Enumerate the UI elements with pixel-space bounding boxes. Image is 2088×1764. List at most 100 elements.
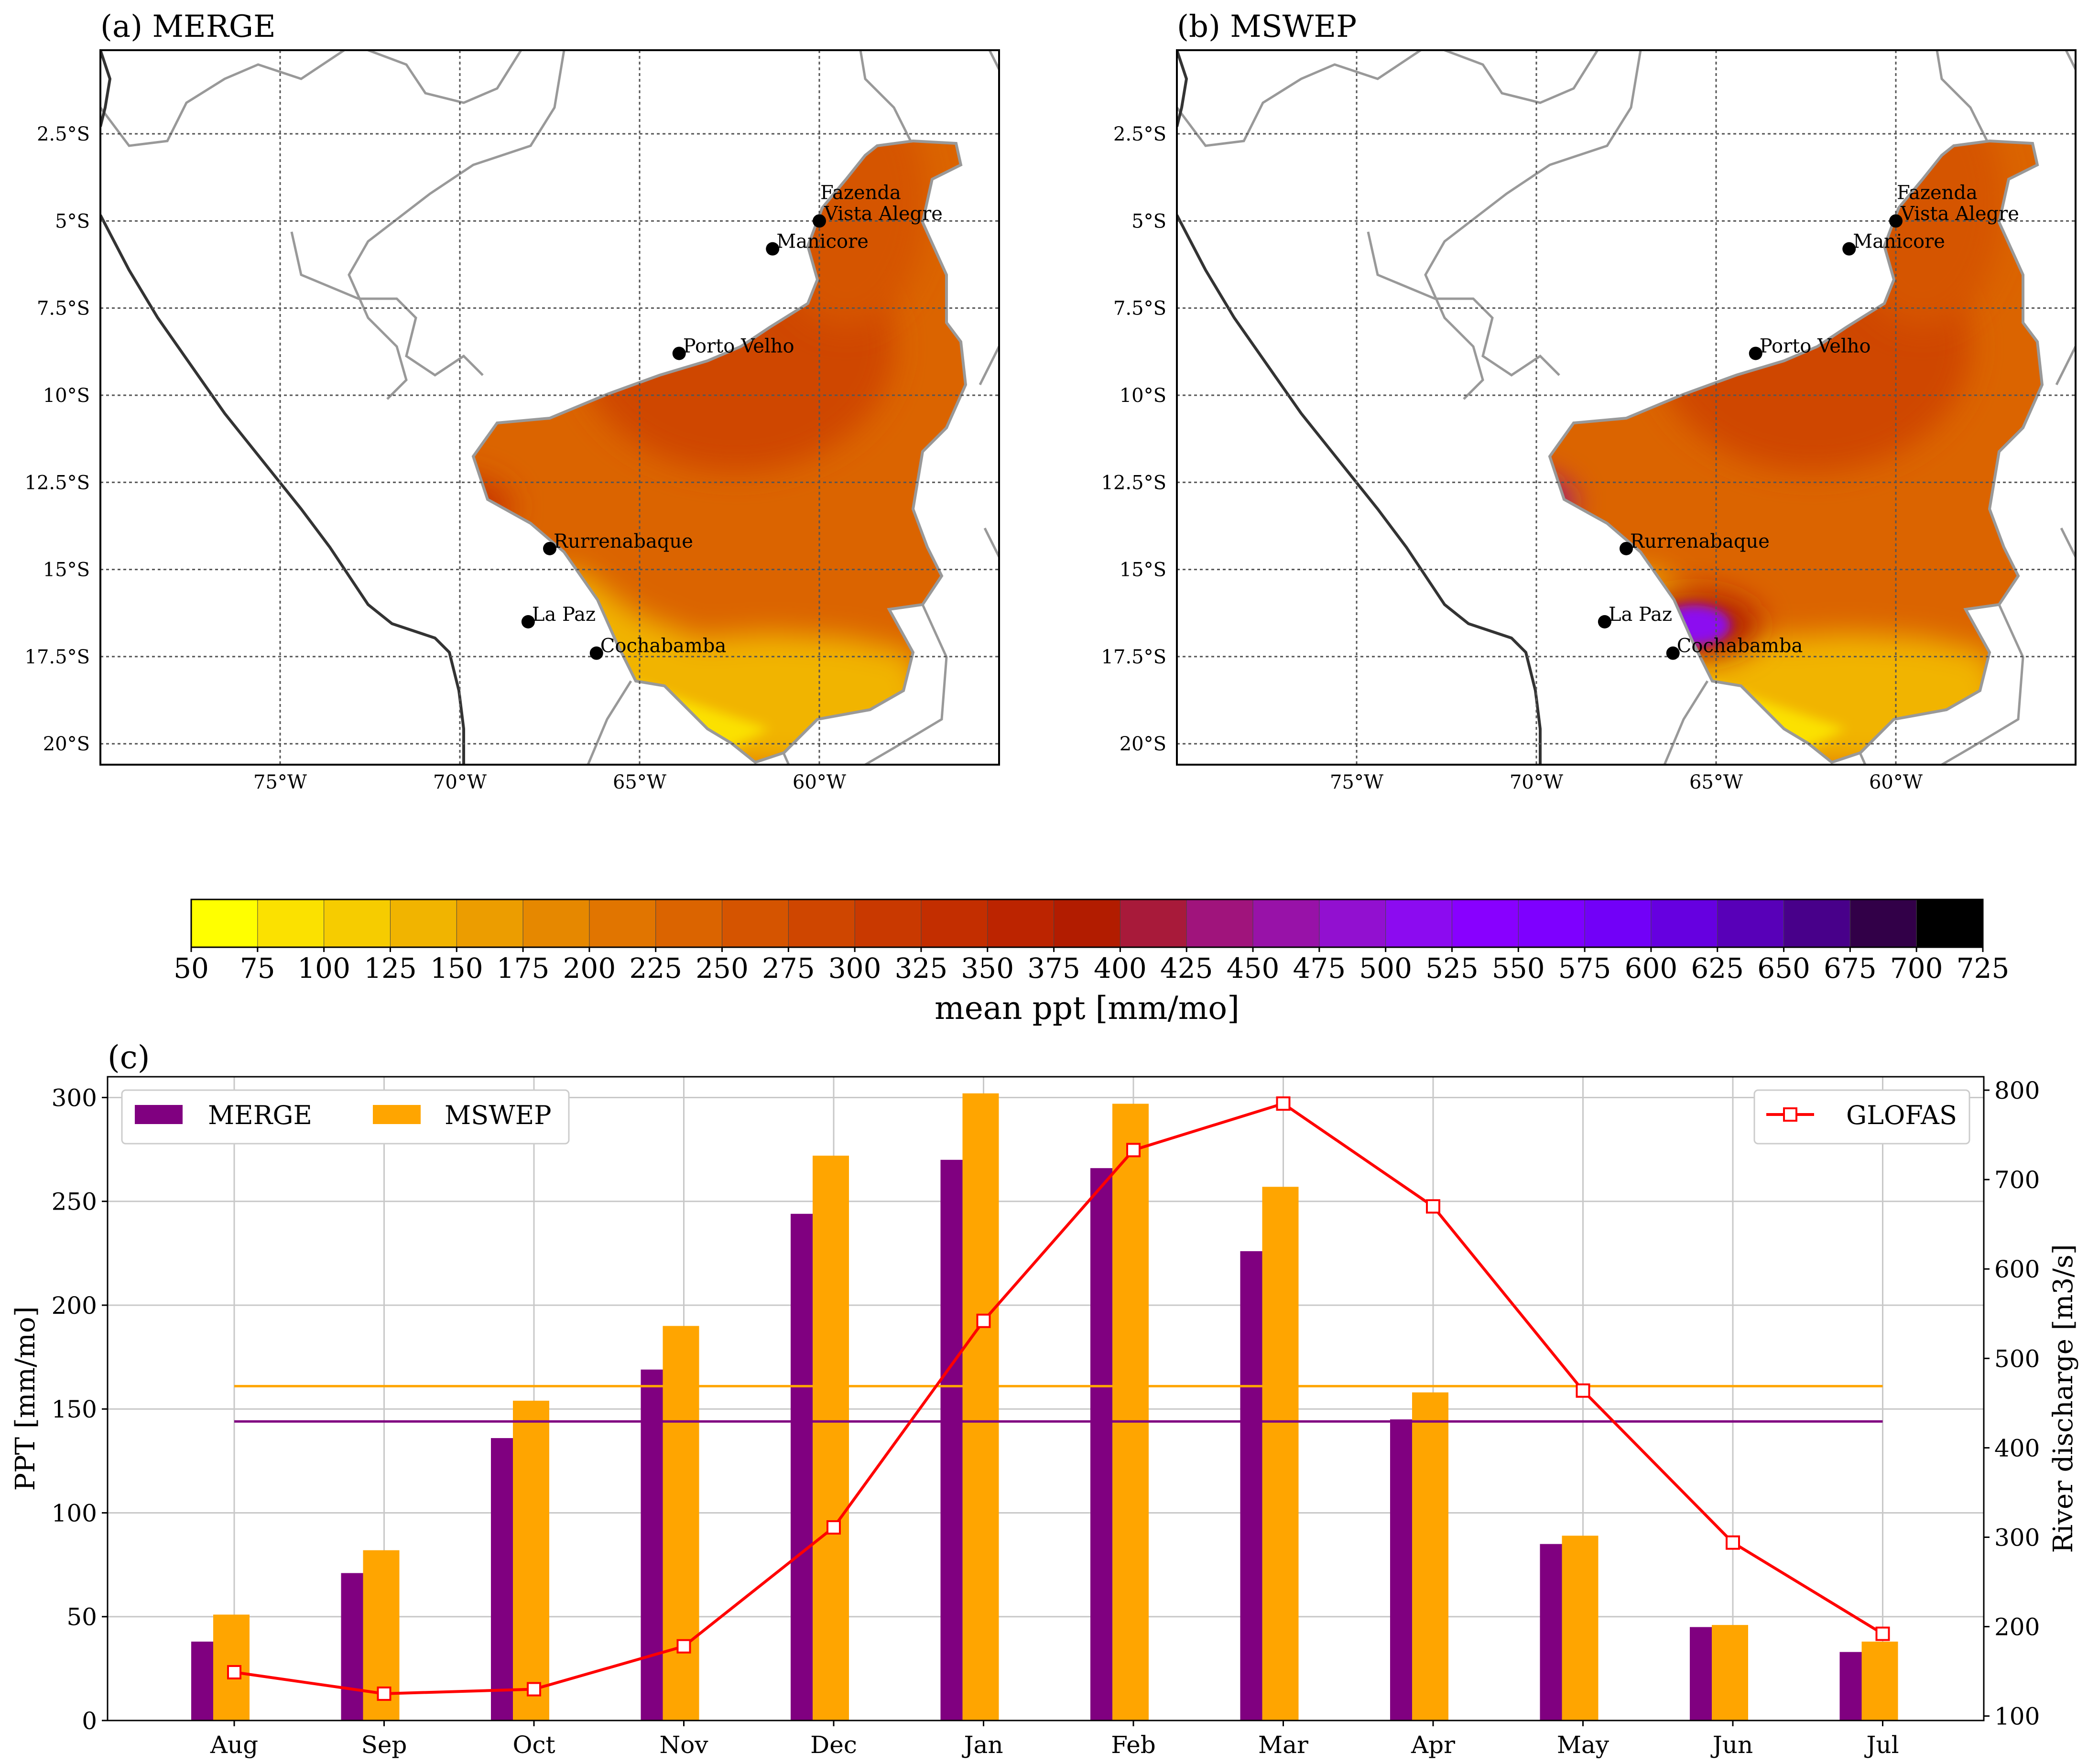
city-marker <box>813 214 826 228</box>
bar-mswep <box>1262 1187 1299 1721</box>
lat-tick-label: 20°S <box>43 733 90 755</box>
x-tick-label: Nov <box>659 1731 708 1759</box>
y-tick-label: 250 <box>52 1188 97 1216</box>
glofas-marker <box>1276 1096 1291 1111</box>
y2-axis-label: River discharge [m3/s] <box>2048 1244 2079 1553</box>
lon-tick-label: 60°W <box>793 771 846 793</box>
lat-tick-label: 10°S <box>1120 385 1166 407</box>
legend-label-glofas: GLOFAS <box>1846 1100 1957 1130</box>
country-border <box>290 231 484 377</box>
country-border <box>988 50 999 70</box>
country-border <box>1177 50 1422 147</box>
x-tick-label: Jan <box>961 1731 1003 1759</box>
colorbar-tick-label: 75 <box>240 952 275 985</box>
glofas-marker <box>1576 1383 1590 1398</box>
city-marker <box>1889 214 1903 228</box>
x-tick-label: Sep <box>361 1731 407 1759</box>
legend-swatch-merge <box>135 1105 183 1124</box>
city-label: Rurrenabaque <box>554 530 693 552</box>
colorbar-tick-label: 425 <box>1160 952 1213 985</box>
colorbar-segment <box>655 899 723 948</box>
lon-tick-label: 75°W <box>253 771 307 793</box>
glofas-marker <box>1426 1199 1440 1214</box>
lat-tick-label: 20°S <box>1120 733 1166 755</box>
legend-box <box>121 1089 570 1145</box>
country-border <box>587 680 632 765</box>
city-label: Cochabamba <box>1677 635 1803 657</box>
colorbar-segment <box>1717 899 1784 948</box>
legend-swatch-glofas-marker <box>1783 1107 1797 1122</box>
legend-box <box>1753 1089 1970 1145</box>
colorbar-tick-label: 150 <box>430 952 483 985</box>
country-border <box>1424 50 1642 400</box>
y-tick-label: 150 <box>52 1396 97 1423</box>
colorbar-segment <box>1784 899 1851 948</box>
colorbar-segment <box>722 899 789 948</box>
x-tick-label: Apr <box>1411 1731 1455 1759</box>
colorbar-segment <box>1651 899 1718 948</box>
legend-swatch-mswep <box>373 1105 421 1124</box>
bar-merge <box>641 1369 663 1721</box>
legend-bars: MERGE MSWEP <box>121 1089 570 1145</box>
country-border <box>100 50 345 147</box>
country-border <box>1367 231 1560 377</box>
x-tick-label: Feb <box>1111 1731 1156 1759</box>
glofas-marker <box>527 1682 541 1697</box>
y2-tick-label: 400 <box>1994 1434 2040 1462</box>
city-label: Vista Alegre <box>1900 203 2019 225</box>
colorbar-tick-label: 300 <box>828 952 881 985</box>
country-border <box>368 50 522 104</box>
lat-tick-label: 2.5°S <box>37 123 90 145</box>
colorbar-tick-label: 175 <box>497 952 550 985</box>
glofas-marker <box>826 1520 841 1535</box>
colorbar-segment <box>854 899 922 948</box>
chart-panel-label: (c) <box>108 1039 150 1076</box>
city-marker <box>1749 346 1762 360</box>
lat-tick-label: 7.5°S <box>37 298 90 320</box>
bar-mswep <box>663 1326 699 1721</box>
colorbar-tick-label: 525 <box>1425 952 1479 985</box>
city-label: La Paz <box>1609 604 1672 626</box>
colorbar-segment <box>1186 899 1254 948</box>
glofas-marker <box>377 1686 392 1701</box>
lat-tick-label: 15°S <box>43 559 90 581</box>
glofas-marker <box>1126 1143 1141 1158</box>
city-marker <box>589 646 603 660</box>
y-tick-label: 300 <box>52 1084 97 1112</box>
colorbar-segment <box>1385 899 1453 948</box>
colorbar-tick-label: 675 <box>1824 952 1877 985</box>
bar-merge <box>1090 1168 1112 1721</box>
city-marker <box>766 242 780 256</box>
x-tick-label: Jun <box>1710 1731 1753 1759</box>
y-tick-label: 0 <box>82 1707 97 1735</box>
glofas-marker <box>1726 1535 1740 1550</box>
y2-tick-label: 100 <box>1994 1703 2040 1731</box>
country-border <box>1444 50 1599 104</box>
bar-mswep <box>962 1093 999 1721</box>
lon-tick-label: 70°W <box>433 771 487 793</box>
map-area <box>1177 50 2076 765</box>
city-marker <box>1620 541 1633 555</box>
glofas-line <box>234 1102 1884 1695</box>
country-border <box>983 527 999 558</box>
city-marker <box>1598 615 1611 628</box>
bar-mswep <box>513 1400 549 1721</box>
bar-mswep <box>1562 1536 1599 1721</box>
bar-merge <box>1540 1544 1562 1721</box>
country-border <box>2065 50 2076 70</box>
colorbar-tick-label: 550 <box>1492 952 1545 985</box>
y2-tick-label: 300 <box>1994 1524 2040 1551</box>
y-axis-label: PPT [mm/mo] <box>10 1306 41 1491</box>
country-border <box>1663 680 1709 765</box>
x-tick-label: Aug <box>210 1731 258 1759</box>
colorbar-segment <box>1584 899 1652 948</box>
colorbar-tick-label: 400 <box>1094 952 1147 985</box>
coastline <box>1177 214 1542 765</box>
lat-tick-label: 2.5°S <box>1113 123 1166 145</box>
colorbar-segment <box>589 899 656 948</box>
map-panel-b: (b) MSWEP 2.5°S 5°S 7.5°S 10°S 12.5°S 15°S 17.5… <box>1101 9 2077 793</box>
y-tick-label: 50 <box>66 1603 97 1631</box>
colorbar-tick-label: 350 <box>961 952 1014 985</box>
colorbar-segment <box>456 899 524 948</box>
